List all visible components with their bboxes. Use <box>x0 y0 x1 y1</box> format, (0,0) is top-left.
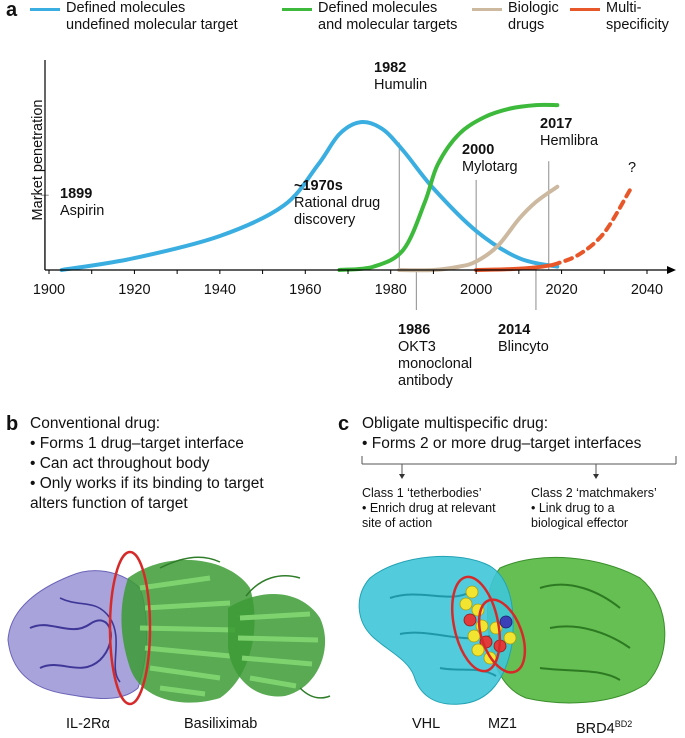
basiliximab-ribbons <box>121 556 331 703</box>
legend-label-blue: Defined molecules undefined molecular tar… <box>66 0 238 33</box>
panel-a-letter: a <box>6 0 18 21</box>
legend-swatch-tan <box>472 8 502 11</box>
panel-b-letter: b <box>6 413 19 435</box>
brd4-surface <box>487 556 666 704</box>
y-axis-label: Market penetration <box>30 99 46 221</box>
aspirin-annotation: 1899 Aspirin <box>60 186 105 219</box>
hemlibra-annotation: 2017 Hemlibra <box>540 116 599 149</box>
legend-swatch-blue <box>30 8 60 11</box>
label-basiliximab: Basiliximab <box>184 716 258 732</box>
x-tick-label: 1900 <box>33 282 65 298</box>
class2-description: Class 2 ‘matchmakers’ • Link drug to a b… <box>531 486 657 530</box>
interface-ellipse <box>108 550 152 706</box>
interface-ellipse-brd4 <box>477 598 527 674</box>
panel-b-bullet: • Can act throughout body <box>30 455 210 472</box>
x-tick-label: 2020 <box>545 282 577 298</box>
humulin-annotation: 1982 Humulin <box>374 60 428 93</box>
panel-b-title: Conventional drug: <box>30 415 161 432</box>
series-line-0 <box>59 119 560 272</box>
label-mz1: MZ1 <box>488 716 517 732</box>
panel-b-bullet: • Only works if its binding to target <box>30 475 264 492</box>
interface-ellipse-vhl <box>451 575 501 673</box>
panel-c-title: Obligate multispecific drug: <box>362 415 549 432</box>
x-tick-label: 1980 <box>375 282 407 298</box>
x-tick-label: 2000 <box>460 282 492 298</box>
panel-c-letter: c <box>338 413 350 435</box>
rational-drug-discovery-annotation: ~1970s Rational drug discovery <box>294 178 381 228</box>
x-tick-label: 1960 <box>289 282 321 298</box>
legend-label-orange: Multi-specificity <box>606 0 669 33</box>
okt3-annotation: 1986 OKT3 monoclonal antibody <box>398 322 473 389</box>
market-penetration-chart: 1900 1920 1940 1960 1980 2000 2020 2040 <box>33 60 676 310</box>
x-tick-label: 1920 <box>118 282 150 298</box>
question-mark: ? <box>628 160 637 176</box>
x-tick-label: 2040 <box>631 282 663 298</box>
conventional-drug-structure <box>7 550 331 706</box>
multispecific-drug-structure <box>358 555 666 705</box>
blincyto-annotation: 2014 Blincyto <box>498 322 549 355</box>
legend-label-green: Defined molecules and molecular targets <box>318 0 458 33</box>
panel-b-bullet: alters function of target <box>30 495 188 512</box>
class1-description: Class 1 ‘tetherbodies’ • Enrich drug at … <box>362 486 496 530</box>
panel-b-bullet: • Forms 1 drug–target interface <box>30 435 244 452</box>
label-vhl: VHL <box>412 716 441 732</box>
panel-b-text: Conventional drug: • Forms 1 drug–target… <box>30 414 330 514</box>
legend-swatch-green <box>282 8 312 11</box>
legend-label-tan: Biologic drugs <box>508 0 559 33</box>
series-line-2 <box>397 184 560 273</box>
label-il2ra: IL-2Rα <box>66 716 110 732</box>
mylotarg-annotation: 2000 Mylotarg <box>462 142 518 175</box>
label-brd4: BRD4BD2 <box>576 719 633 737</box>
x-tick-label: 1940 <box>204 282 236 298</box>
series-line-1 <box>337 102 560 272</box>
series-line-3 <box>474 262 555 272</box>
panel-c-bullet: • Forms 2 or more drug–target interfaces <box>362 435 642 452</box>
legend-swatch-orange <box>570 8 600 11</box>
x-axis-arrow <box>667 266 676 274</box>
class-bracket <box>361 456 677 479</box>
series-line-4 <box>551 188 632 267</box>
